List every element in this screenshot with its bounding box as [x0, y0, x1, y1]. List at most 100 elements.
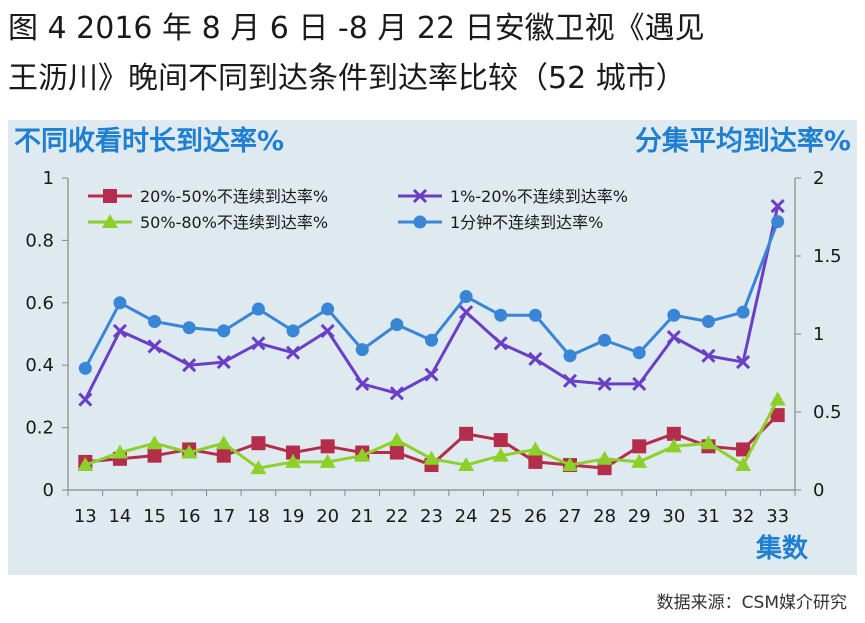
right-tick-label: 2 — [813, 168, 824, 189]
data-point — [286, 445, 301, 460]
data-point — [527, 441, 544, 456]
x-tick-label: 26 — [524, 506, 547, 527]
data-point — [423, 450, 440, 465]
data-point — [632, 346, 646, 360]
x-marker-stroke — [459, 305, 474, 320]
legend-item: 20%-50%不连续到达率% — [88, 187, 328, 206]
data-point — [665, 438, 682, 453]
data-point — [528, 454, 543, 469]
x-marker-stroke — [78, 392, 93, 407]
data-point — [528, 308, 542, 322]
data-point — [250, 460, 267, 475]
data-point — [286, 324, 300, 338]
data-point — [667, 308, 681, 322]
data-point — [666, 426, 681, 441]
data-point — [285, 453, 302, 468]
data-point — [146, 435, 163, 450]
x-tick-label: 15 — [143, 506, 166, 527]
data-point — [561, 457, 578, 472]
x-marker-stroke — [528, 351, 543, 367]
data-point — [700, 435, 717, 450]
data-point — [598, 333, 612, 347]
data-point — [215, 435, 232, 450]
data-point — [735, 457, 752, 472]
right-tick-label: 1.5 — [813, 246, 842, 267]
x-tick-label: 33 — [766, 506, 789, 527]
data-point — [216, 355, 231, 370]
x-marker-stroke — [389, 386, 404, 401]
data-point — [632, 439, 647, 454]
x-tick-label: 29 — [628, 506, 651, 527]
data-point — [459, 290, 473, 304]
right-axis-title: 分集平均到达率% — [634, 126, 851, 157]
left-tick-label: 0.8 — [25, 230, 54, 251]
data-point — [666, 330, 681, 345]
data-point — [321, 302, 335, 316]
data-point — [632, 376, 647, 391]
data-point — [354, 447, 371, 462]
legend-label: 50%-80%不连续到达率% — [140, 213, 328, 232]
legend-label: 20%-50%不连续到达率% — [140, 187, 328, 206]
data-point — [701, 348, 716, 363]
x-tick-label: 24 — [455, 506, 478, 527]
data-point — [562, 373, 578, 388]
x-marker-stroke — [182, 358, 197, 373]
x-axis-title: 集数 — [755, 533, 809, 564]
legend-marker — [412, 188, 428, 204]
series-0 — [78, 408, 785, 476]
legend-marker — [413, 215, 427, 229]
x-tick-label: 14 — [108, 506, 131, 527]
data-point — [147, 448, 162, 463]
left-tick-label: 0.4 — [25, 355, 54, 376]
data-point — [494, 308, 508, 322]
x-marker-stroke — [632, 376, 647, 391]
x-marker-stroke — [701, 348, 716, 363]
data-point — [769, 391, 786, 406]
x-tick-label: 25 — [489, 506, 512, 527]
data-point — [389, 386, 404, 401]
x-marker-stroke — [597, 376, 612, 391]
x-tick-label: 30 — [662, 506, 685, 527]
data-point — [355, 343, 369, 357]
data-point — [458, 457, 475, 472]
x-tick-label: 18 — [247, 506, 270, 527]
series-1 — [77, 391, 786, 475]
x-tick-label: 28 — [593, 506, 616, 527]
source-note: 数据来源：CSM媒介研究 — [656, 593, 847, 613]
data-point — [182, 358, 197, 373]
series-3 — [78, 215, 785, 375]
data-point — [77, 457, 94, 472]
data-point — [111, 444, 128, 459]
data-point — [563, 349, 577, 363]
right-tick-label: 1 — [813, 324, 824, 345]
data-point — [771, 215, 785, 229]
x-marker-stroke — [736, 355, 751, 370]
data-point — [181, 444, 198, 459]
data-point — [736, 355, 751, 370]
x-tick-label: 13 — [74, 506, 97, 527]
data-point — [424, 367, 439, 382]
x-marker-stroke — [562, 373, 578, 388]
x-marker-stroke — [112, 323, 127, 338]
data-point — [251, 336, 266, 351]
legend-item: 1%-20%不连续到达率% — [398, 187, 628, 206]
chart-title-line-1: 图 4 2016 年 8 月 6 日 -8 月 22 日安徽卫视《遇见 — [8, 11, 705, 46]
x-tick-label: 17 — [212, 506, 235, 527]
data-point — [493, 433, 508, 448]
x-marker-stroke — [424, 367, 439, 382]
data-point — [285, 345, 301, 360]
data-point — [112, 323, 127, 338]
x-marker-stroke — [666, 330, 681, 345]
legend-marker — [102, 214, 118, 228]
data-point — [493, 336, 508, 351]
data-point — [78, 361, 92, 375]
data-point — [390, 318, 404, 332]
x-tick-label: 32 — [732, 506, 755, 527]
legend-label: 1%-20%不连续到达率% — [450, 187, 628, 206]
data-point — [736, 305, 750, 319]
data-point — [770, 408, 785, 423]
legend-marker — [103, 189, 117, 203]
x-marker-stroke — [355, 376, 370, 391]
legend-item: 50%-80%不连续到达率% — [88, 213, 328, 232]
